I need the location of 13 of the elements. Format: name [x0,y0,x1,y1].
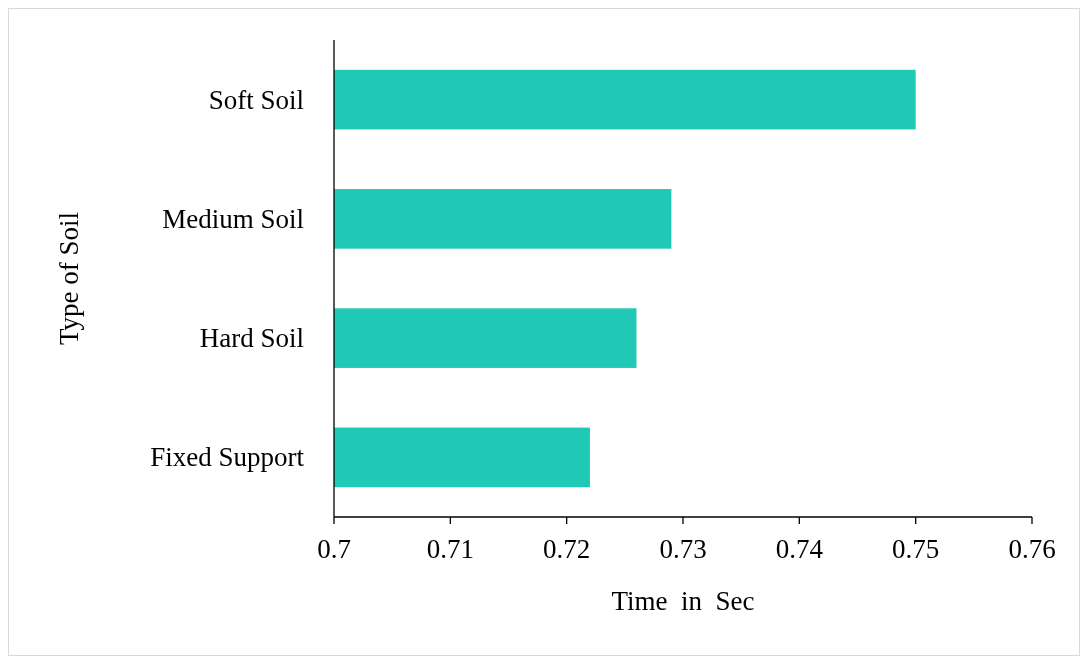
x-axis-title: Time in Sec [611,586,755,616]
y-tick-label: Medium Soil [162,203,304,234]
x-tick-label: 0.75 [892,534,940,564]
x-tick-label: 0.7 [317,534,351,564]
x-tick-label: 0.74 [775,534,824,564]
x-tick-label: 0.72 [543,534,591,564]
y-tick-label: Fixed Support [150,442,305,473]
x-tick-label: 0.76 [1008,534,1056,564]
y-tick-label: Soft Soil [208,84,304,115]
y-axis-title: Type of Soil [54,211,84,346]
y-tick-label: Hard Soil [199,323,304,354]
x-tick-label: 0.71 [426,534,474,564]
x-tick-label: 0.73 [659,534,707,564]
